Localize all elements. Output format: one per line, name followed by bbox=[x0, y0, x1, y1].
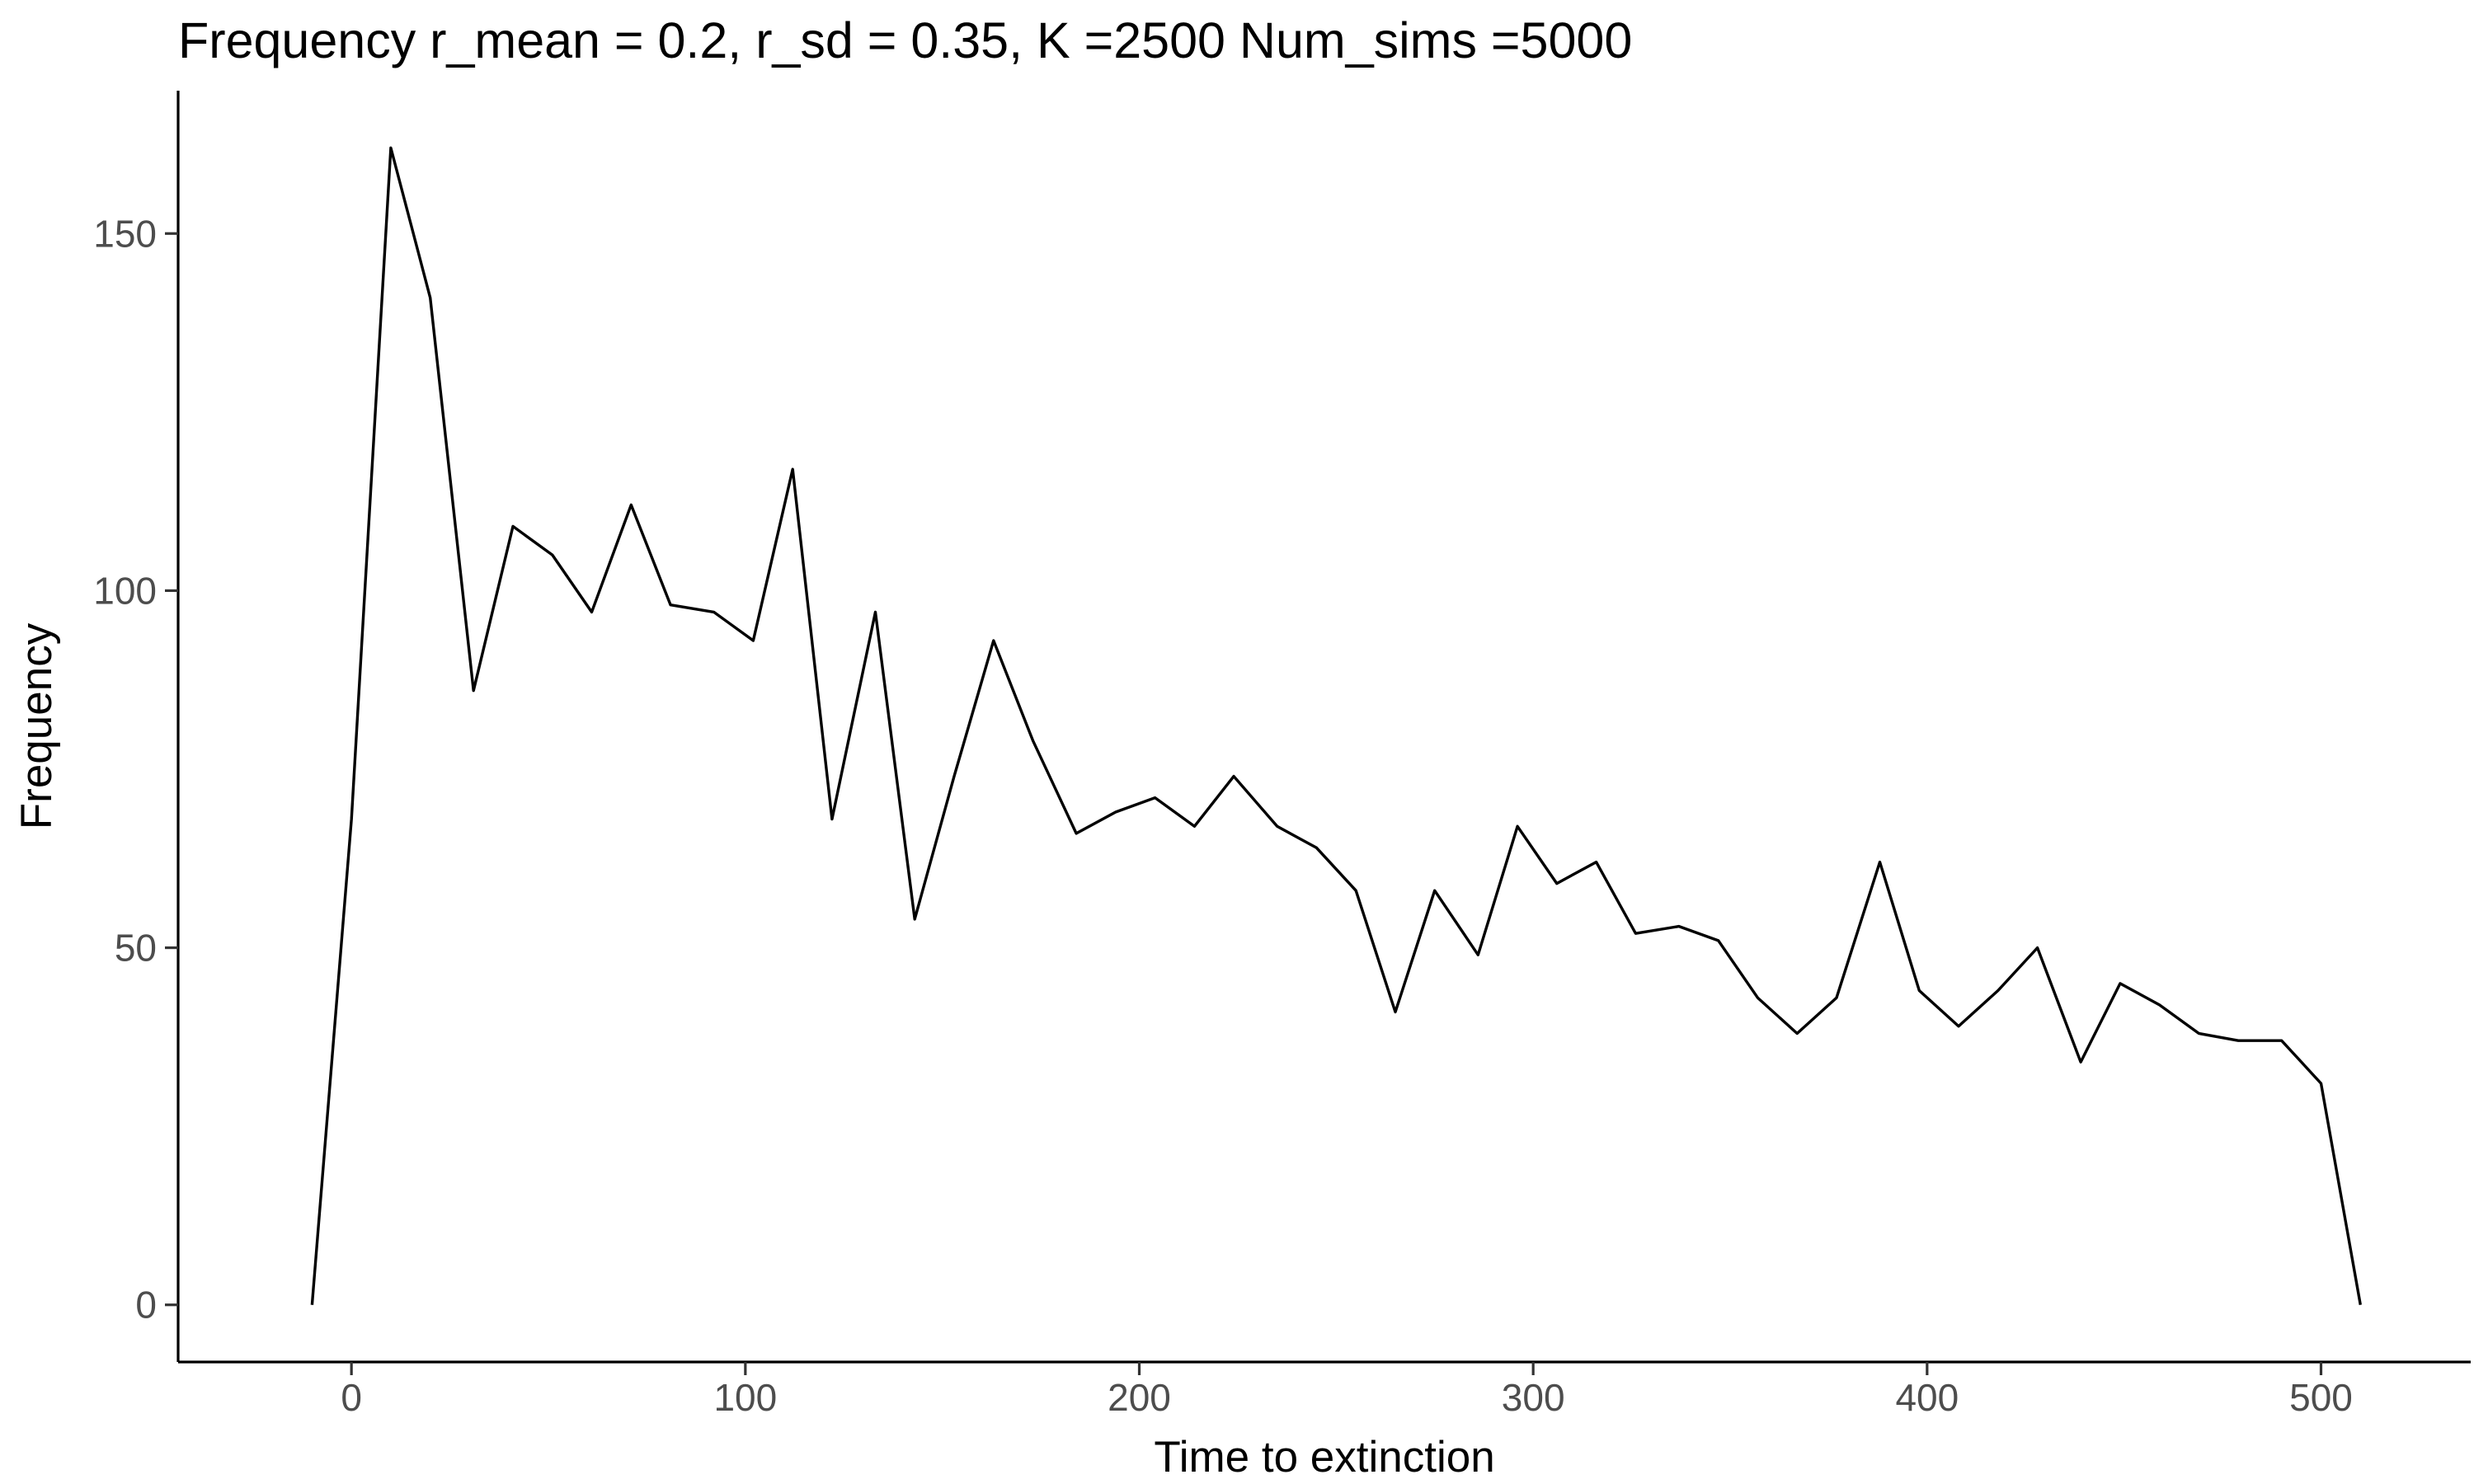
y-tick-label: 150 bbox=[93, 212, 157, 255]
series-line bbox=[310, 146, 2362, 1305]
x-tick-label: 300 bbox=[1502, 1376, 1565, 1419]
x-tick-label: 500 bbox=[2289, 1376, 2353, 1419]
y-axis-title: Frequency bbox=[12, 622, 61, 829]
x-axis-title: Time to extinction bbox=[1154, 1433, 1494, 1482]
x-tick-label: 100 bbox=[713, 1376, 777, 1419]
x-axis-ticks: 0 100 200 300 400 500 bbox=[341, 1362, 2353, 1419]
y-tick-label: 100 bbox=[93, 569, 157, 612]
x-tick-label: 400 bbox=[1895, 1376, 1959, 1419]
y-tick-label: 50 bbox=[115, 927, 157, 970]
x-tick-label: 200 bbox=[1108, 1376, 1171, 1419]
plot-area: 0 100 200 300 400 500 0 50 100 150 bbox=[93, 91, 2471, 1419]
series-layer bbox=[310, 146, 2362, 1305]
y-tick-label: 0 bbox=[135, 1284, 157, 1327]
y-axis-ticks: 0 50 100 150 bbox=[93, 212, 178, 1327]
x-tick-label: 0 bbox=[341, 1376, 362, 1419]
chart-title: Frequency r_mean = 0.2, r_sd = 0.35, K =… bbox=[178, 12, 1632, 68]
